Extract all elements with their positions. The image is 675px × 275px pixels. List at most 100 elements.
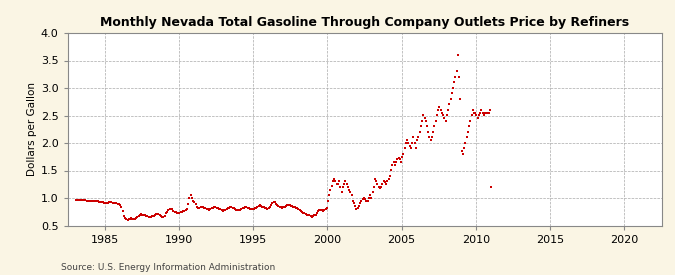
Point — [173, 211, 184, 216]
Point — [472, 116, 483, 120]
Point — [323, 199, 333, 203]
Point — [112, 202, 123, 206]
Point — [448, 86, 458, 90]
Point — [103, 200, 114, 204]
Point — [393, 156, 404, 161]
Point — [348, 201, 359, 206]
Point — [320, 207, 331, 211]
Point — [317, 208, 327, 212]
Point — [419, 116, 430, 120]
Point — [325, 188, 336, 192]
Point — [215, 207, 225, 212]
Point — [130, 217, 140, 221]
Point — [157, 214, 167, 219]
Point — [80, 198, 91, 202]
Point — [144, 214, 155, 219]
Point — [219, 208, 230, 212]
Point — [296, 208, 306, 213]
Point — [273, 204, 284, 208]
Point — [439, 116, 450, 120]
Point — [192, 206, 203, 210]
Point — [425, 138, 436, 142]
Point — [240, 205, 250, 210]
Point — [345, 190, 356, 195]
Point — [86, 199, 97, 204]
Point — [149, 212, 160, 217]
Point — [205, 207, 216, 211]
Point — [82, 199, 93, 203]
Point — [437, 111, 448, 115]
Point — [251, 206, 262, 210]
Point — [400, 141, 411, 145]
Point — [452, 53, 463, 57]
Point — [446, 91, 457, 96]
Point — [159, 213, 170, 218]
Point — [117, 209, 128, 213]
Point — [265, 205, 275, 209]
Point — [281, 204, 292, 208]
Point — [105, 200, 115, 204]
Point — [313, 209, 323, 213]
Point — [475, 111, 485, 115]
Point — [171, 211, 182, 215]
Point — [109, 201, 119, 205]
Point — [456, 149, 467, 153]
Point — [134, 213, 145, 217]
Point — [253, 204, 264, 208]
Point — [115, 202, 126, 207]
Point — [124, 217, 134, 222]
Point — [158, 215, 169, 219]
Point — [292, 206, 302, 211]
Point — [268, 200, 279, 204]
Point — [216, 208, 227, 212]
Point — [214, 207, 225, 211]
Point — [244, 207, 255, 211]
Point — [424, 135, 435, 140]
Point — [429, 124, 440, 129]
Point — [235, 207, 246, 212]
Point — [367, 190, 378, 195]
Point — [355, 201, 366, 206]
Point — [416, 119, 427, 123]
Point — [377, 182, 388, 186]
Point — [246, 207, 256, 211]
Point — [192, 205, 202, 209]
Point — [147, 214, 158, 218]
Point — [398, 152, 409, 156]
Point — [106, 200, 117, 204]
Point — [262, 207, 273, 211]
Point — [364, 193, 375, 197]
Point — [207, 206, 217, 211]
Point — [118, 213, 129, 218]
Point — [363, 196, 374, 200]
Point — [231, 207, 242, 212]
Point — [78, 198, 88, 202]
Point — [445, 97, 456, 101]
Point — [394, 157, 405, 162]
Point — [221, 207, 232, 211]
Point — [73, 198, 84, 202]
Point — [288, 205, 299, 209]
Point — [128, 217, 139, 221]
Point — [418, 113, 429, 118]
Point — [486, 185, 497, 189]
Point — [70, 198, 81, 202]
Point — [414, 130, 425, 134]
Point — [259, 206, 270, 210]
Point — [202, 207, 213, 212]
Point — [207, 206, 218, 210]
Point — [402, 138, 412, 142]
Point — [220, 207, 231, 212]
Point — [155, 213, 165, 217]
Point — [303, 213, 314, 217]
Point — [250, 206, 261, 211]
Point — [357, 197, 368, 201]
Point — [459, 146, 470, 151]
Point — [284, 203, 295, 207]
Point — [458, 152, 468, 156]
Point — [341, 182, 352, 186]
Point — [338, 185, 348, 189]
Point — [309, 213, 320, 218]
Point — [412, 138, 423, 142]
Point — [143, 214, 154, 219]
